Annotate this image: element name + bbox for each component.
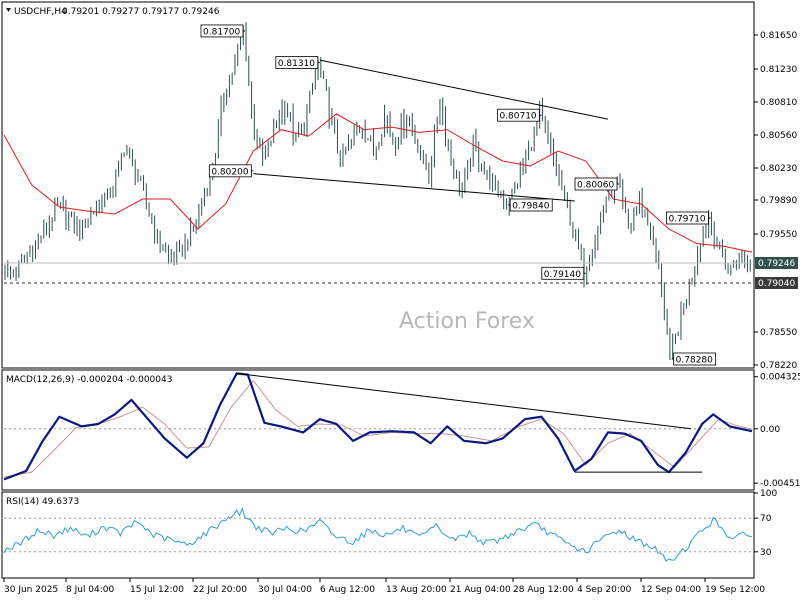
annotation-box	[275, 56, 319, 69]
macd-tick-label: -0.004511	[760, 479, 800, 489]
ma-line	[3, 113, 753, 253]
rsi-tick-label: 70	[760, 514, 772, 524]
annotation-label: 0.80060	[577, 181, 614, 191]
rsi-panel: 100 70 30 RSI(14) 49.6373	[1, 489, 777, 579]
annotation-label: 0.81700	[203, 27, 240, 37]
macd-tick-label: 0.00	[760, 425, 780, 435]
rsi-tick-label: 30	[760, 548, 772, 558]
time-tick-label: 19 Sep 12:00	[705, 585, 765, 595]
macd-lines	[3, 372, 753, 481]
time-tick-label: 12 Sep 04:00	[641, 585, 701, 595]
annotation-box	[200, 24, 244, 38]
time-tick-label: 15 Jul 12:00	[130, 585, 184, 595]
moving-average	[3, 113, 753, 284]
annotation-box	[509, 198, 553, 212]
annotation-label: 0.79710	[668, 215, 705, 225]
rsi-tick-label: 100	[760, 489, 777, 499]
price-tick-label: 0.80230	[760, 164, 797, 174]
price-tick-label: 0.81650	[760, 31, 797, 41]
macd-axis: 0.004325 0.00 -0.004511	[754, 373, 800, 489]
price-tick-label: 0.79550	[760, 230, 797, 240]
price-tick-label: 0.78550	[760, 328, 797, 338]
time-tick-label: 22 Jul 20:00	[193, 585, 247, 595]
ohlc-label: 0.79201 0.79277 0.79177 0.79246	[62, 7, 220, 17]
rsi-line	[3, 507, 753, 562]
annotation-label: 0.79840	[512, 202, 549, 212]
symbol-label: USDCHF,H4	[14, 7, 67, 17]
price-tick-label: 0.79890	[760, 196, 797, 206]
current-price-box	[755, 257, 798, 269]
annotation-box	[574, 177, 618, 191]
price-tick-label: 0.78220	[760, 361, 797, 371]
time-tick-label: 6 Aug 12:00	[320, 585, 375, 595]
annotation-box	[208, 164, 252, 178]
time-tick-label: 8 Jul 04:00	[66, 585, 115, 595]
price-trendlines	[253, 59, 609, 202]
price-axis: 0.81650 0.81230 0.80810 0.80560 0.80230 0.798…	[754, 31, 798, 371]
time-axis: 30 Jun 2025 8 Jul 04:00 15 Jul 12:00 22 Jul…	[3, 578, 765, 595]
time-tick-label: 21 Aug 04:00	[450, 585, 511, 595]
level-price-label: 0.79040	[758, 279, 795, 289]
price-header: USDCHF,H4 0.79201 0.79277 0.79177 0.7924…	[6, 7, 220, 17]
annotation-box	[541, 266, 585, 280]
annotation-box	[666, 211, 709, 225]
time-tick-label: 30 Jul 04:00	[258, 585, 312, 595]
macd-title: MACD(12,26,9) -0.000204 -0.000043	[6, 375, 172, 385]
annotation-box	[673, 352, 717, 366]
price-tick-label: 0.80810	[760, 98, 797, 108]
price-tick-label: 0.80560	[760, 131, 797, 141]
annotation-box	[497, 108, 540, 122]
rsi-axis: 100 70 30	[754, 489, 777, 558]
time-tick-label: 13 Aug 20:00	[386, 585, 447, 595]
annotation-label: 0.81310	[278, 59, 315, 69]
price-annotations: 0.81700 0.81310 0.80710 0.80200 0.79840 0.800…	[200, 24, 717, 366]
current-price-label: 0.79246	[758, 259, 795, 269]
annotation-label: 0.80710	[499, 112, 536, 122]
time-tick-label: 28 Aug 12:00	[513, 585, 574, 595]
price-panel: Action Forex 0.81700 0.81310 0.80710 0.8020…	[1, 1, 798, 371]
time-tick-label: 30 Jun 2025	[4, 585, 58, 595]
annotation-label: 0.78280	[676, 356, 713, 366]
rsi-title: RSI(14) 49.6373	[6, 497, 79, 507]
macd-trendlines	[236, 372, 703, 473]
annotation-label: 0.79140	[544, 270, 581, 280]
annotation-label: 0.80200	[211, 167, 248, 177]
trendline	[319, 59, 609, 120]
trendline	[253, 173, 575, 202]
rsi-series-line	[3, 507, 753, 562]
macd-trendline	[236, 372, 692, 430]
time-tick-label: 4 Sep 20:00	[577, 585, 632, 595]
price-tick-label: 0.81230	[760, 65, 797, 75]
macd-panel: 0.004325 0.00 -0.004511 MACD(12,26,9) -0.0…	[1, 369, 800, 491]
macd-main-line	[3, 372, 753, 481]
macd-tick-label: 0.004325	[760, 373, 800, 383]
watermark: Action Forex	[399, 309, 535, 334]
level-price-box	[755, 277, 798, 289]
